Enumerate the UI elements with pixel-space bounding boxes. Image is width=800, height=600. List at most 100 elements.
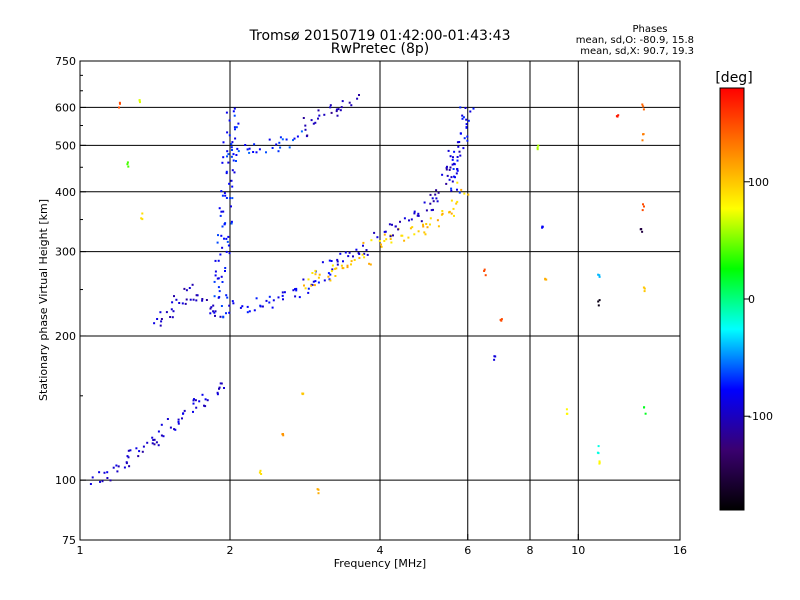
data-point [222,141,225,144]
data-point [348,101,351,104]
data-point [417,212,420,215]
data-point [214,259,217,262]
data-point [117,465,120,468]
data-point [230,220,233,223]
data-point [233,126,236,129]
data-point [106,477,109,479]
data-point [230,143,233,146]
data-point [141,218,144,221]
data-point [640,228,643,230]
data-point [152,439,155,441]
data-point [448,178,451,181]
data-point [413,233,416,236]
data-point [365,249,368,251]
data-point [230,222,233,225]
data-point [181,417,183,420]
data-point [192,399,195,402]
data-point [127,449,130,452]
data-point [288,146,291,149]
data-point [452,168,455,170]
data-point [317,276,320,279]
data-point [565,408,568,411]
data-point [453,214,455,217]
data-point [213,295,216,298]
y-tick-label: 750 [55,55,76,68]
data-point [388,223,391,226]
data-point [598,274,601,277]
data-point [214,270,217,273]
data-point [460,188,463,191]
data-point [175,298,178,301]
data-point [340,106,343,109]
data-point [449,166,452,169]
data-point [183,409,186,412]
data-point [220,382,223,385]
data-point [357,252,360,254]
data-point [355,248,358,251]
x-tick-label: 4 [377,544,384,557]
data-point [183,287,186,290]
data-point [459,154,462,157]
data-point [390,241,393,244]
data-point [160,320,163,323]
data-point [350,260,353,263]
data-point [358,94,360,96]
data-point [224,270,226,272]
data-point [118,106,120,109]
x-axis-label: Frequency [MHz] [334,557,426,570]
data-point [123,466,126,469]
data-point [281,433,284,436]
data-point [279,146,282,149]
data-point [484,274,487,277]
data-point [218,386,221,389]
data-point [232,110,235,113]
data-point [641,230,644,233]
stats-line-x: mean, sd,X: 90.7, 19.3 [580,46,694,57]
data-point [342,260,344,263]
data-point [643,406,646,409]
data-point [310,284,313,287]
data-point [373,231,376,234]
data-point [295,289,298,292]
data-point [192,298,195,301]
data-point [116,470,119,473]
data-point [456,168,459,171]
data-point [170,308,173,311]
data-point [437,191,440,194]
data-point [218,290,221,293]
data-point [112,466,115,469]
data-point [327,272,330,275]
data-point [101,480,104,483]
data-point [222,156,225,159]
data-point [436,219,439,222]
data-point [335,110,338,113]
data-point [294,295,297,298]
data-point [193,398,195,401]
data-point [458,141,461,143]
data-point [230,146,233,149]
data-point [317,281,320,284]
data-point [456,200,459,203]
data-point [201,393,204,396]
data-point [431,197,434,200]
data-point [205,299,208,301]
data-point [448,210,451,213]
data-point [314,121,317,124]
data-point [312,280,315,283]
data-point [317,117,319,120]
data-point [253,143,256,146]
data-point [423,201,426,204]
data-point [248,147,251,150]
data-point [434,193,437,196]
data-point [204,405,207,408]
data-point [462,116,465,119]
data-point [500,318,503,321]
data-point [445,182,448,185]
data-point [106,471,109,474]
y-tick-label: 400 [55,186,76,199]
data-point [462,147,465,150]
y-tick-label: 100 [55,474,76,487]
data-point [368,262,371,265]
data-point [426,226,429,229]
data-point [644,412,647,415]
